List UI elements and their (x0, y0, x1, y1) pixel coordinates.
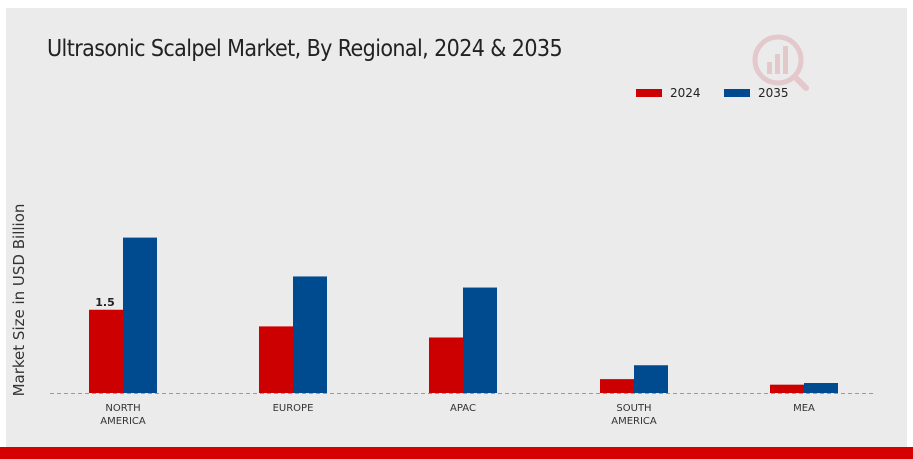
bar-2035-south-america (634, 365, 668, 393)
bar-2035-north-america (123, 237, 157, 393)
legend-swatch-2035 (724, 89, 750, 97)
watermark-logo-icon (752, 34, 809, 91)
x-tick-label-south-america: SOUTH AMERICA (611, 403, 657, 427)
bar-2035-apac (463, 287, 497, 393)
bar-2035-europe (293, 276, 327, 393)
data-label-0: 1.5 (95, 296, 115, 309)
x-tick-label-north-america: NORTH AMERICA (100, 403, 146, 427)
bar-2024-mea (770, 384, 804, 393)
x-tick-label-apac: APAC (450, 403, 476, 414)
legend-item-2035: 2035 (724, 86, 789, 100)
legend-label-2024: 2024 (670, 86, 701, 100)
bar-2024-south-america (600, 379, 634, 393)
bar-2035-mea (804, 383, 838, 393)
x-tick-label-europe: EUROPE (273, 403, 314, 414)
bar-2024-north-america (89, 309, 123, 393)
x-tick-label-mea: MEA (793, 403, 815, 414)
legend-item-2024: 2024 (636, 86, 701, 100)
bar-2024-apac (429, 337, 463, 393)
legend-label-2035: 2035 (758, 86, 789, 100)
bar-2024-europe (259, 326, 293, 393)
legend-swatch-2024 (636, 89, 662, 97)
bottom-accent-bar (0, 447, 913, 459)
chart-title: Ultrasonic Scalpel Market, By Regional, … (47, 36, 563, 62)
